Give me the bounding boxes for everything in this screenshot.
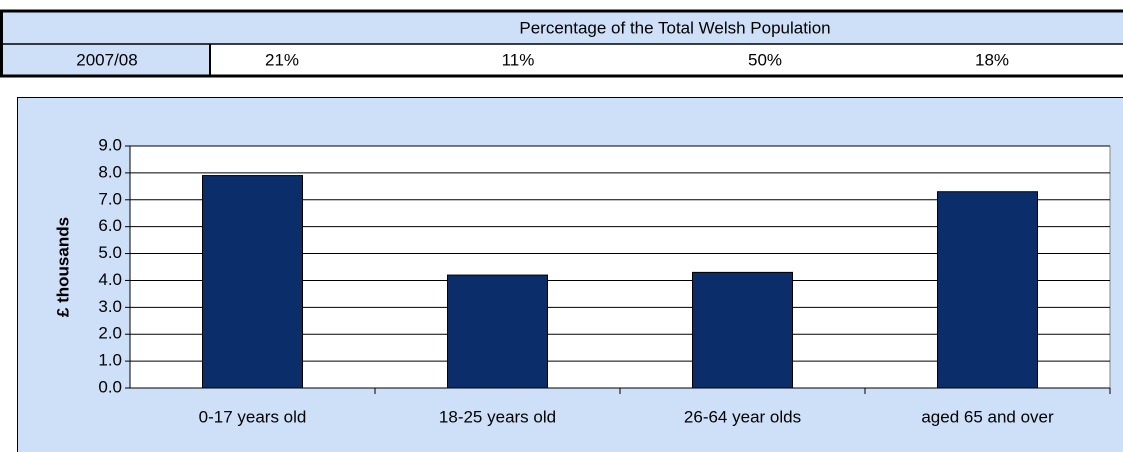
y-tick-label: 3.0: [98, 297, 122, 316]
bar: [202, 175, 303, 389]
y-tick-label: 6.0: [98, 216, 122, 235]
table-cell: 18%: [975, 50, 1009, 69]
x-tick-label: 26-64 year olds: [684, 407, 801, 426]
table-cell: 11%: [502, 50, 535, 69]
x-tick-label: 18-25 years old: [439, 407, 556, 426]
bar: [447, 274, 548, 389]
y-tick-label: 9.0: [98, 135, 122, 154]
x-tick-label: 0-17 years old: [199, 407, 307, 426]
y-tick-label: 2.0: [98, 324, 122, 343]
row-label-bg: [0, 44, 210, 76]
y-tick-label: 0.0: [98, 377, 122, 396]
y-tick-label: 8.0: [98, 162, 122, 181]
table-cell: 50%: [748, 50, 782, 69]
y-axis-title: £ thousands: [53, 217, 72, 317]
y-tick-label: 5.0: [98, 243, 122, 262]
table-header-bg: [0, 11, 1123, 44]
table-header: Percentage of the Total Welsh Population: [519, 18, 830, 37]
table-cell: 2007/08: [76, 50, 137, 69]
y-tick-label: 1.0: [98, 351, 122, 370]
y-tick-label: 7.0: [98, 189, 122, 208]
y-tick-label: 4.0: [98, 270, 122, 289]
table-cell: 21%: [265, 50, 299, 69]
bar: [692, 271, 793, 389]
bar: [937, 191, 1038, 389]
x-tick-label: aged 65 and over: [921, 407, 1054, 426]
